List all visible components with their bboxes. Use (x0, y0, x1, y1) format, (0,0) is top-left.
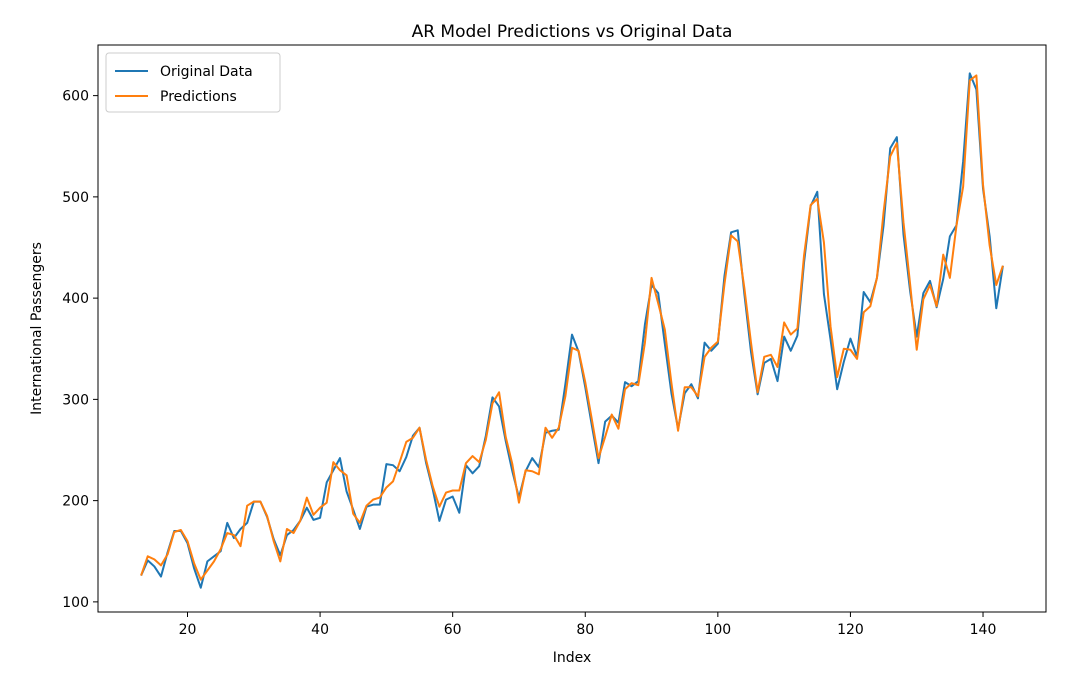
legend: Original Data Predictions (105, 52, 281, 113)
y-tick-label: 100 (62, 595, 89, 611)
x-tick-label: 60 (444, 622, 462, 638)
chart-title: AR Model Predictions vs Original Data (412, 22, 733, 42)
legend-label: Predictions (160, 89, 237, 105)
y-tick-label: 500 (62, 190, 89, 206)
y-tick-label: 300 (62, 392, 89, 408)
x-axis-title: Index (553, 650, 592, 666)
y-tick-label: 400 (62, 291, 89, 307)
y-tick-label: 200 (62, 494, 89, 510)
x-tick-label: 100 (704, 622, 731, 638)
x-tick-label: 20 (179, 622, 197, 638)
y-tick-label: 600 (62, 89, 89, 105)
plot-frame (97, 44, 1047, 613)
x-tick-label: 120 (837, 622, 864, 638)
x-tick-label: 140 (970, 622, 997, 638)
series-line-predictions (140, 74, 1004, 581)
legend-label: Original Data (160, 64, 253, 80)
series-layer (140, 72, 1004, 589)
x-axis: 20 40 60 80 100 120 140 (179, 612, 997, 638)
legend-box (105, 52, 281, 113)
x-tick-label: 80 (576, 622, 594, 638)
y-axis: 100 200 300 400 500 600 (62, 89, 98, 611)
x-tick-label: 40 (311, 622, 329, 638)
y-axis-title: International Passengers (29, 242, 45, 415)
